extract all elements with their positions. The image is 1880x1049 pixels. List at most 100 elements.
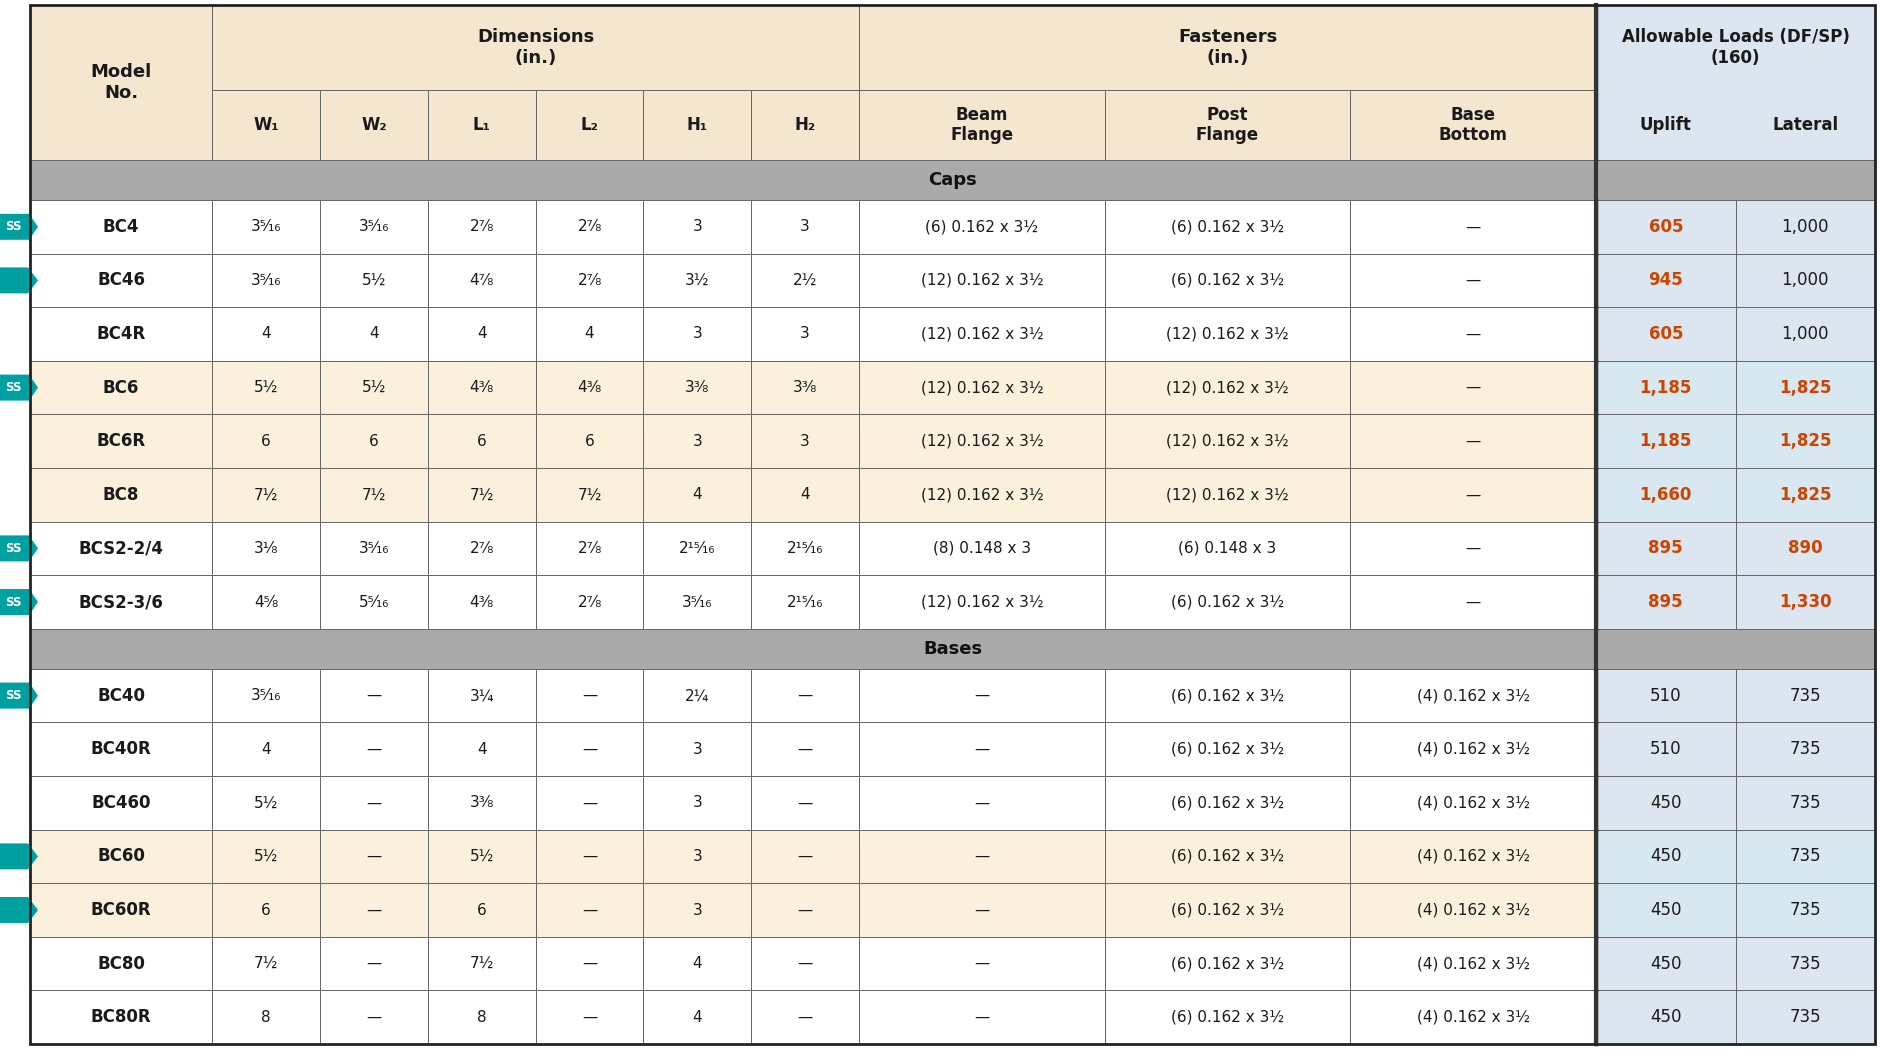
Text: —: — — [974, 688, 989, 703]
Text: —: — — [1466, 326, 1481, 342]
Text: 895: 895 — [1649, 539, 1683, 557]
Bar — [643, 776, 752, 830]
Text: Lateral: Lateral — [1773, 116, 1839, 134]
Text: —: — — [367, 688, 382, 703]
Text: 605: 605 — [1649, 325, 1683, 343]
Bar — [643, 254, 752, 307]
Text: 4: 4 — [478, 326, 487, 342]
Bar — [1350, 361, 1596, 414]
Bar — [752, 200, 859, 254]
Text: 7½: 7½ — [470, 956, 494, 971]
Text: Base
Bottom: Base Bottom — [1438, 106, 1508, 145]
Text: 735: 735 — [1790, 848, 1822, 865]
Text: 3½: 3½ — [684, 273, 709, 287]
Text: (6) 0.162 x 3½: (6) 0.162 x 3½ — [1171, 688, 1284, 703]
Text: 890: 890 — [1788, 539, 1822, 557]
Text: (6) 0.162 x 3½: (6) 0.162 x 3½ — [1171, 595, 1284, 609]
Bar — [429, 200, 536, 254]
Text: —: — — [367, 795, 382, 810]
Text: 5½: 5½ — [254, 849, 278, 864]
Bar — [1105, 937, 1350, 990]
Bar — [320, 468, 429, 521]
Text: Uplift: Uplift — [1639, 116, 1692, 134]
Text: 450: 450 — [1651, 794, 1681, 812]
Bar — [320, 414, 429, 468]
Text: 4³⁄₈: 4³⁄₈ — [577, 380, 602, 395]
Text: BC4R: BC4R — [96, 325, 147, 343]
Text: 605: 605 — [1649, 218, 1683, 236]
Text: 2⁷⁄₈: 2⁷⁄₈ — [577, 541, 602, 556]
Bar — [320, 521, 429, 575]
Bar — [1735, 521, 1874, 575]
Text: 4: 4 — [692, 488, 701, 502]
Bar — [30, 414, 212, 468]
Bar — [752, 521, 859, 575]
Bar — [429, 254, 536, 307]
Bar — [643, 361, 752, 414]
Bar — [1735, 990, 1874, 1044]
Text: —: — — [1466, 219, 1481, 234]
Bar — [320, 990, 429, 1044]
Polygon shape — [0, 588, 38, 615]
Bar — [536, 254, 643, 307]
Bar — [752, 723, 859, 776]
Bar — [1105, 200, 1350, 254]
Text: 7½: 7½ — [361, 488, 385, 502]
Bar — [536, 200, 643, 254]
Bar — [1350, 723, 1596, 776]
Text: 4: 4 — [478, 742, 487, 756]
Bar — [859, 468, 1105, 521]
Bar — [1735, 200, 1874, 254]
Bar — [536, 361, 643, 414]
Text: BC6R: BC6R — [96, 432, 147, 450]
Polygon shape — [0, 897, 38, 923]
Bar — [1596, 414, 1735, 468]
Bar — [1596, 361, 1735, 414]
Text: BCS2-2/4: BCS2-2/4 — [79, 539, 164, 557]
Bar — [429, 90, 536, 160]
Text: 2¹⁵⁄₁₆: 2¹⁵⁄₁₆ — [788, 541, 823, 556]
Text: (12) 0.162 x 3½: (12) 0.162 x 3½ — [921, 380, 1043, 395]
Text: 7½: 7½ — [470, 488, 494, 502]
Text: 3⁵⁄₁₆: 3⁵⁄₁₆ — [359, 219, 389, 234]
Bar — [1596, 254, 1735, 307]
Bar — [429, 521, 536, 575]
Text: —: — — [583, 1010, 598, 1025]
Bar — [1735, 669, 1874, 723]
Bar — [212, 90, 320, 160]
Text: 3: 3 — [692, 326, 703, 342]
Text: 3: 3 — [692, 849, 703, 864]
Bar — [752, 830, 859, 883]
Text: 6: 6 — [585, 433, 594, 449]
Bar — [536, 414, 643, 468]
Bar — [1596, 669, 1735, 723]
Text: 7½: 7½ — [254, 488, 278, 502]
Text: 4³⁄₈: 4³⁄₈ — [470, 380, 494, 395]
Text: BC8: BC8 — [103, 486, 139, 504]
Text: 3: 3 — [801, 219, 810, 234]
Bar — [859, 883, 1105, 937]
Bar — [859, 90, 1105, 160]
Text: (12) 0.162 x 3½: (12) 0.162 x 3½ — [1166, 488, 1290, 502]
Bar — [1105, 307, 1350, 361]
Bar — [752, 990, 859, 1044]
Text: (6) 0.162 x 3½: (6) 0.162 x 3½ — [1171, 273, 1284, 287]
Bar — [752, 90, 859, 160]
Bar — [643, 830, 752, 883]
Text: 1,000: 1,000 — [1782, 218, 1829, 236]
Bar — [1596, 575, 1735, 628]
Text: 735: 735 — [1790, 794, 1822, 812]
Bar — [536, 830, 643, 883]
Text: 6: 6 — [261, 433, 271, 449]
Bar — [643, 414, 752, 468]
Bar — [1596, 776, 1735, 830]
Bar — [1350, 669, 1596, 723]
Bar — [429, 883, 536, 937]
Text: 3: 3 — [692, 902, 703, 918]
Bar — [1735, 361, 1874, 414]
Bar — [429, 723, 536, 776]
Bar — [859, 937, 1105, 990]
Bar — [320, 307, 429, 361]
Bar — [1105, 669, 1350, 723]
Text: BC80: BC80 — [98, 955, 145, 972]
